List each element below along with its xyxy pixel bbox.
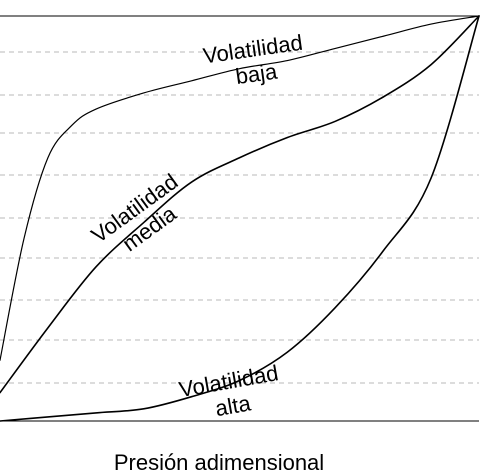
grid-layer bbox=[0, 51, 479, 384]
x-axis-title: Presión adimensional bbox=[114, 450, 324, 475]
series-line-volatilidad-media bbox=[0, 15, 480, 394]
series-line-volatilidad-alta bbox=[0, 15, 480, 422]
series-line-volatilidad-baja bbox=[0, 15, 480, 361]
chart-frame bbox=[0, 15, 479, 422]
series-label-line-2: baja bbox=[234, 58, 279, 89]
series-labels: VolatilidadbajaVolatilidadmediaVolatilid… bbox=[87, 30, 305, 422]
series-layer bbox=[0, 15, 480, 422]
series-label-line-2: alta bbox=[213, 390, 253, 421]
